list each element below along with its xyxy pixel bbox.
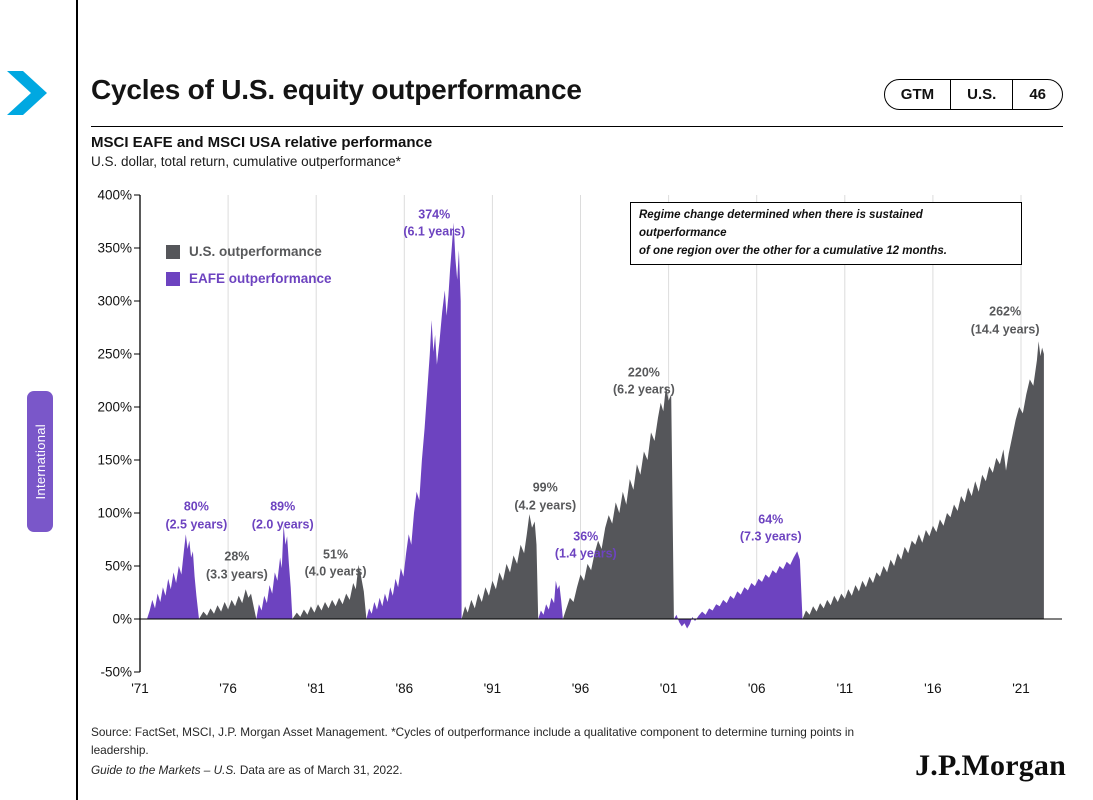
x-axis-tick-label: '16 <box>924 681 942 696</box>
y-axis-tick-label: 0% <box>112 611 132 627</box>
area-segment-eafe <box>256 524 293 619</box>
source-note: Source: FactSet, MSCI, J.P. Morgan Asset… <box>91 724 936 780</box>
y-axis-tick-label: 50% <box>104 558 132 574</box>
x-axis-tick-label: '86 <box>395 681 414 696</box>
area-segment-eafe <box>147 534 199 619</box>
chart-legend: U.S. outperformance EAFE outperformance <box>166 244 332 286</box>
x-axis-tick-label: '06 <box>747 681 766 696</box>
area-segment-eafe <box>673 551 803 629</box>
y-axis-tick-label: 400% <box>97 187 132 203</box>
area-segment-us <box>199 589 257 619</box>
chart-subtitle: U.S. dollar, total return, cumulative ou… <box>91 154 401 169</box>
area-segment-us <box>461 514 539 619</box>
sidebar-tab-international[interactable]: International <box>27 391 53 532</box>
peak-annotation-eafe: 89% (2.0 years) <box>251 499 314 532</box>
left-border-rule <box>76 0 78 800</box>
x-axis-tick-label: '11 <box>836 681 854 696</box>
jpmorgan-logo: J.P.Morgan <box>915 749 1066 782</box>
peak-annotation-us: 262% (14.4 years) <box>970 304 1040 337</box>
gtm-label: GTM <box>900 86 935 103</box>
y-axis-tick-label: 100% <box>97 505 132 521</box>
chevron-icon <box>6 71 48 115</box>
legend-item-eafe: EAFE outperformance <box>166 271 332 286</box>
annotation-line-1: Regime change determined when there is s… <box>639 209 923 239</box>
annotation-line-2: of one region over the other for a cumul… <box>639 244 947 257</box>
gtm-date-note: Guide to the Markets – U.S. Data are as … <box>91 763 403 778</box>
area-segment-eafe <box>538 580 563 619</box>
header-divider <box>91 126 1063 127</box>
x-axis-tick-label: '76 <box>219 681 237 696</box>
gtm-region: U.S. <box>950 80 1012 109</box>
y-axis-tick-label: 200% <box>97 399 132 415</box>
plot-canvas <box>134 194 1062 673</box>
area-segment-eafe <box>366 222 462 619</box>
peak-annotation-us: 51% (4.0 years) <box>304 547 367 579</box>
peak-annotation-eafe: 374% (6.1 years) <box>403 207 466 239</box>
y-axis-tick-label: 250% <box>97 346 132 362</box>
x-axis-tick-label: '96 <box>571 681 590 696</box>
area-segment-us <box>292 564 367 619</box>
area-segment-us <box>802 341 1044 619</box>
us-legend-swatch <box>166 244 180 259</box>
x-axis-tick-label: '91 <box>483 681 502 696</box>
eafe-legend-swatch <box>166 271 180 286</box>
chart-title: MSCI EAFE and MSCI USA relative performa… <box>91 134 433 151</box>
x-axis-tick-label: '01 <box>659 681 678 696</box>
x-axis-tick-label: '71 <box>131 681 149 696</box>
x-axis-tick-label: '21 <box>1012 681 1030 696</box>
peak-annotation-us: 28% (3.3 years) <box>205 549 268 582</box>
legend-item-us: U.S. outperformance <box>166 244 332 259</box>
gtm-page-number: 46 <box>1012 80 1062 109</box>
annotation-box: Regime change determined when there is s… <box>630 202 1022 266</box>
peak-annotation-eafe: 64% (7.3 years) <box>739 512 802 544</box>
y-axis-tick-label: 300% <box>97 293 132 309</box>
eafe-legend-label: EAFE outperformance <box>189 271 332 286</box>
peak-annotation-eafe: 36% (1.4 years) <box>554 529 617 561</box>
y-axis-tick-label: 350% <box>97 240 132 256</box>
y-axis-tick-label: -50% <box>100 664 132 680</box>
area-segment-us <box>562 385 674 619</box>
chart-area: U.S. outperformance EAFE outperformance … <box>90 183 1075 715</box>
us-legend-label: U.S. outperformance <box>189 244 322 259</box>
x-axis-tick-label: '81 <box>307 681 325 696</box>
page-title: Cycles of U.S. equity outperformance <box>91 74 582 105</box>
peak-annotation-us: 99% (4.2 years) <box>514 480 577 513</box>
source-text: Source: FactSet, MSCI, J.P. Morgan Asset… <box>91 725 855 757</box>
peak-annotation-eafe: 80% (2.5 years) <box>165 499 228 532</box>
sidebar-tab-label: International <box>32 423 48 500</box>
peak-annotation-us: 220% (6.2 years) <box>612 365 675 397</box>
gtm-page-indicator: GTM U.S. 46 <box>883 79 1063 110</box>
y-axis-tick-label: 150% <box>97 452 132 468</box>
